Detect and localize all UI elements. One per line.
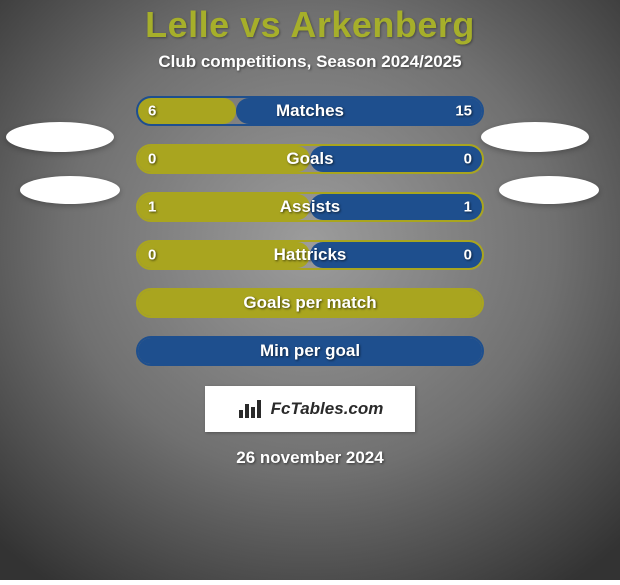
stat-value-left: 0 <box>148 247 156 264</box>
stat-row-goals-per-match: Goals per match <box>136 288 484 318</box>
content-container: Lelle vs Arkenberg Club competitions, Se… <box>0 0 620 580</box>
source-badge: FcTables.com <box>205 386 415 432</box>
stat-label: Assists <box>280 197 340 217</box>
stat-label: Matches <box>276 101 344 121</box>
stat-label: Goals per match <box>243 293 376 313</box>
comparison-chart: Matches615Goals00Assists11Hattricks00Goa… <box>0 96 620 366</box>
stat-row-goals: Goals 0 0 <box>136 144 484 174</box>
stat-row-matches: Matches 6 15 <box>136 96 484 126</box>
stat-value-left: 0 <box>148 151 156 168</box>
page-title: Lelle vs Arkenberg <box>145 4 475 46</box>
stat-label: Hattricks <box>274 245 347 265</box>
stat-value-left: 6 <box>148 103 156 120</box>
stat-label: Goals <box>286 149 333 169</box>
stat-value-right: 0 <box>464 247 472 264</box>
footer-date: 26 november 2024 <box>236 448 383 468</box>
stat-value-right: 1 <box>464 199 472 216</box>
stat-value-left: 1 <box>148 199 156 216</box>
page-subtitle: Club competitions, Season 2024/2025 <box>158 52 461 72</box>
bar-right-fill <box>310 146 482 172</box>
stat-value-right: 0 <box>464 151 472 168</box>
bar-chart-icon <box>237 398 263 420</box>
stat-row-hattricks: Hattricks 0 0 <box>136 240 484 270</box>
stat-label: Min per goal <box>260 341 360 361</box>
stat-row-assists: Assists 1 1 <box>136 192 484 222</box>
bar-left-fill <box>138 146 310 172</box>
stat-value-right: 15 <box>455 103 472 120</box>
stat-row-min-per-goal: Min per goal <box>136 336 484 366</box>
source-text: FcTables.com <box>271 399 384 419</box>
bar-right-fill <box>236 98 482 124</box>
